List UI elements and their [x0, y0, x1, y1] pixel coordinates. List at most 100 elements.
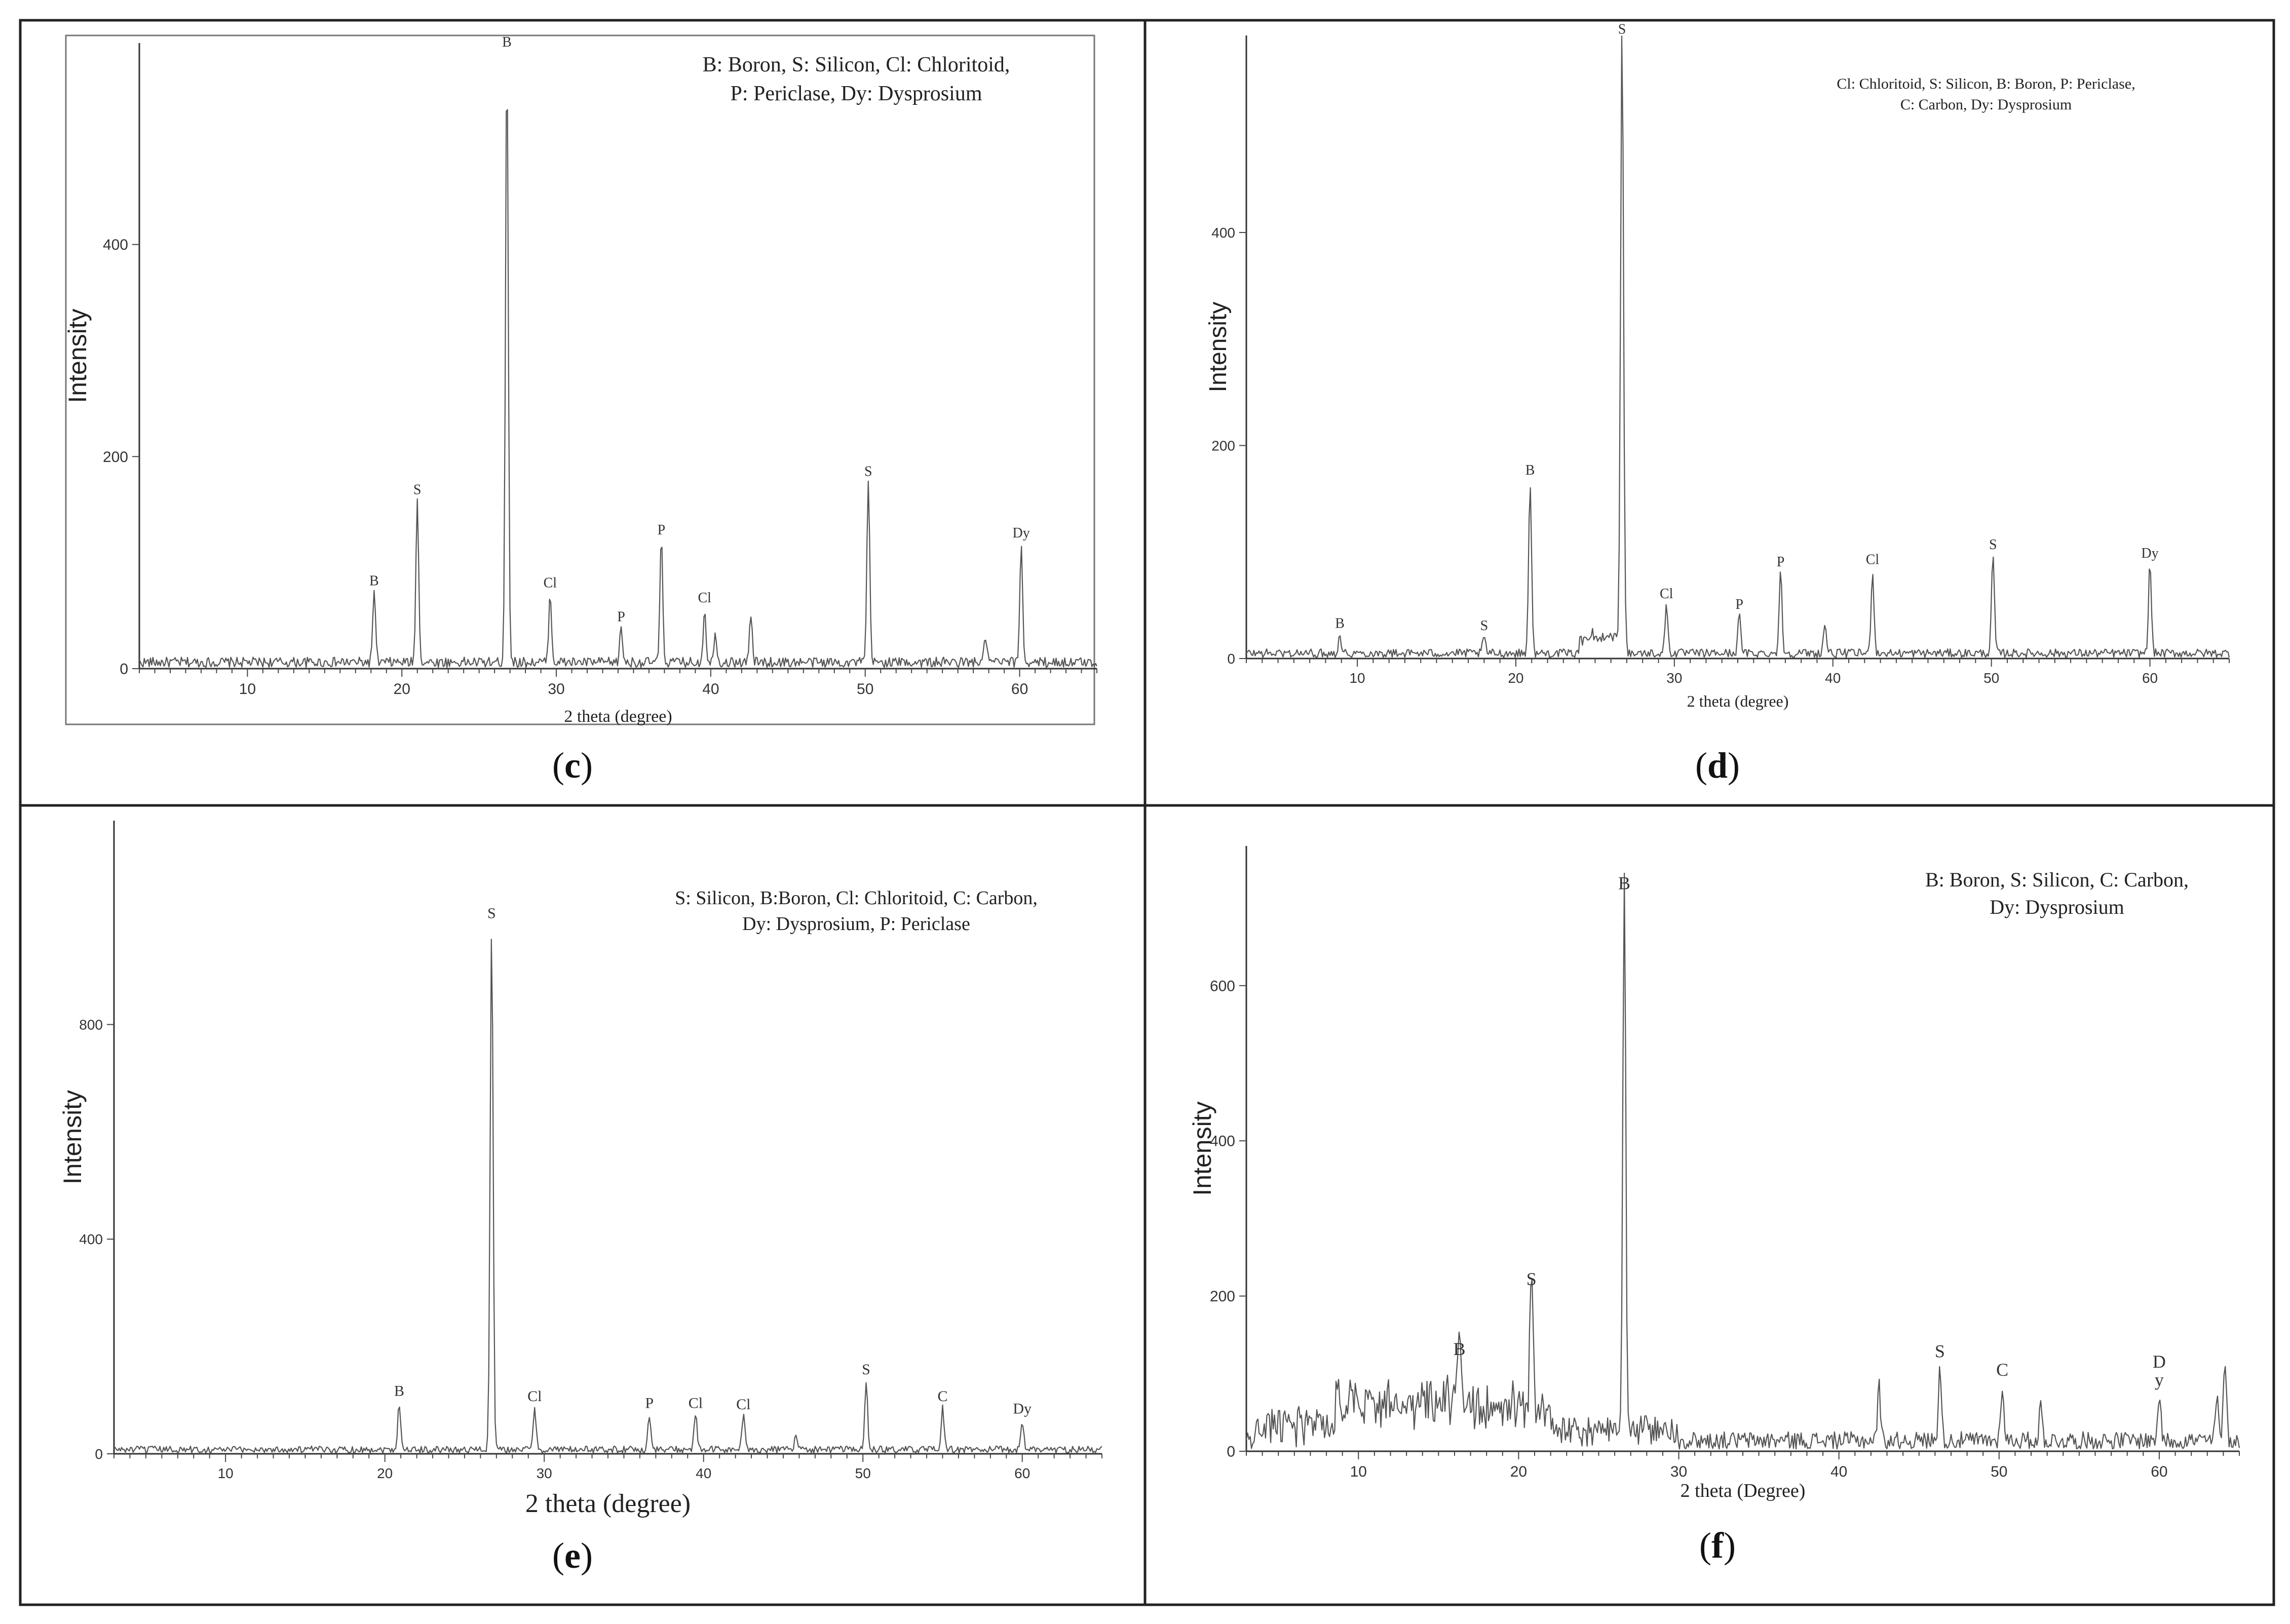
- panel-f: 10 20 30 40 50 60 0 200 400 600 2 theta (Degree) In…: [1145, 805, 2290, 1605]
- peak-label-c-1: S: [413, 482, 422, 497]
- x-tick-label-e: 50: [855, 1465, 871, 1481]
- peak-label-e-3: P: [645, 1395, 654, 1412]
- peak-label-f-4: S: [1935, 1341, 1945, 1361]
- peak-label-e-5: Cl: [736, 1396, 750, 1413]
- x-tick-label-c: 60: [1011, 681, 1028, 698]
- panel-c: 10 20 30 40 50 60 0 200 400 2 theta (degree) Inten…: [0, 0, 1145, 805]
- y-axis-label-e: Intensity: [58, 1090, 87, 1184]
- peak-label-e-8: C: [937, 1388, 947, 1405]
- legend-d: Cl: Chloritoid, S: Silicon, B: Boron, P:…: [1837, 75, 2135, 113]
- chart-d-svg: 10 20 30 40 50 60 0 200 400 2 theta (degree) Inten…: [1205, 22, 2230, 710]
- peak-label-c-6: Cl: [698, 590, 711, 606]
- outer-border: [19, 19, 2275, 1606]
- legend-c: B: Boron, S: Silicon, Cl: Chloritoid, P:…: [702, 53, 1010, 105]
- x-axis-label-f: 2 theta (Degree): [1681, 1480, 1806, 1501]
- x-tick-label-e: 60: [1014, 1465, 1030, 1481]
- x-tick-label-d: 60: [2142, 670, 2158, 686]
- peak-label-d-5: P: [1735, 597, 1743, 612]
- y-axis-label-c: Intensity: [63, 308, 92, 403]
- y-tick-label-f: 400: [1210, 1133, 1235, 1150]
- plot-frame-c: [65, 34, 1095, 725]
- x-tick-label-c: 40: [702, 681, 719, 698]
- chart-c-svg: 10 20 30 40 50 60 0 200 400 2 theta (degree) Inten…: [63, 34, 1097, 726]
- caption-c: (c): [552, 745, 593, 786]
- x-axis-label-d: 2 theta (degree): [1687, 692, 1789, 710]
- peak-label-e-1: S: [487, 905, 496, 922]
- x-tick-label-c: 30: [548, 681, 564, 698]
- peak-label-c-0: B: [369, 573, 379, 589]
- x-tick-label-d: 20: [1508, 670, 1523, 686]
- peak-label-f-2: B: [1618, 873, 1630, 894]
- peak-label-d-3: S: [1618, 22, 1626, 37]
- series-line-d: [1246, 35, 2230, 659]
- x-tick-label-d: 30: [1666, 670, 1682, 686]
- peak-label-d-4: Cl: [1660, 586, 1673, 602]
- peak-label-f-7: D: [2153, 1351, 2166, 1372]
- peak-label-f-0: B: [1453, 1339, 1465, 1359]
- caption-e-letter: e: [564, 1535, 581, 1576]
- peak-label-f-5: C: [1996, 1360, 2008, 1380]
- x-tick-label-d: 50: [1983, 670, 1999, 686]
- series-line-c: [139, 109, 1097, 668]
- x-tick-label-c: 10: [239, 681, 256, 698]
- caption-f: (f): [1699, 1525, 1736, 1566]
- series-line-f: [1245, 872, 2240, 1450]
- x-tick-label-d: 40: [1825, 670, 1841, 686]
- x-tick-label-e: 40: [696, 1465, 711, 1481]
- legend-f: B: Boron, S: Silicon, C: Carbon, Dy: Dys…: [1925, 868, 2189, 918]
- x-tick-label-d: 10: [1349, 670, 1365, 686]
- panel-e: 10 20 30 40 50 60 0 400 800 2 theta (degree) Inten…: [0, 805, 1145, 1605]
- peak-label-e-0: B: [394, 1382, 404, 1399]
- peak-label-d-8: Cl: [1866, 552, 1880, 568]
- x-tick-label-f: 30: [1670, 1463, 1687, 1480]
- peak-label-d-9: S: [1989, 537, 1997, 553]
- caption-e: (e): [552, 1535, 593, 1576]
- peak-label-d-0: B: [1335, 616, 1345, 632]
- legend-e: S: Silicon, B:Boron, Cl: Chloritoid, C: …: [675, 887, 1038, 935]
- y-tick-label-e: 400: [79, 1231, 103, 1247]
- peak-label-c-4: P: [617, 609, 625, 625]
- x-tick-label-f: 40: [1830, 1463, 1847, 1480]
- series-line-e: [113, 939, 1102, 1454]
- x-axis-label-e: 2 theta (degree): [525, 1489, 691, 1518]
- x-tick-label-f: 20: [1510, 1463, 1527, 1480]
- peak-label-e-4: Cl: [689, 1395, 703, 1412]
- y-tick-label-d: 400: [1211, 225, 1235, 241]
- panel-d: 10 20 30 40 50 60 0 200 400 2 theta (degree) Inten…: [1145, 0, 2290, 805]
- peak-label-c-3: Cl: [544, 575, 557, 591]
- peak-label-e-7: S: [862, 1361, 870, 1378]
- y-tick-label-e: 800: [79, 1017, 103, 1032]
- peak-label-e-9: Dy: [1013, 1400, 1032, 1417]
- y-tick-label-f: 0: [1227, 1444, 1235, 1460]
- y-tick-label-e: 0: [95, 1446, 103, 1462]
- x-axis-label-c: 2 theta (degree): [564, 707, 672, 726]
- caption-c-letter: c: [564, 745, 581, 786]
- peak-label-c-5: P: [658, 522, 666, 538]
- x-tick-label-f: 60: [2151, 1463, 2167, 1480]
- y-tick-label-c: 0: [120, 661, 128, 678]
- peak-label-e-2: Cl: [527, 1388, 542, 1405]
- x-tick-label-c: 20: [394, 681, 410, 698]
- x-tick-label-c: 50: [857, 681, 873, 698]
- x-tick-label-f: 50: [1991, 1463, 2007, 1480]
- y-axis-label-d: Intensity: [1205, 302, 1232, 393]
- caption-d: (d): [1695, 745, 1740, 786]
- y-tick-label-d: 0: [1227, 651, 1235, 667]
- x-tick-label-e: 30: [537, 1465, 552, 1481]
- y-tick-label-c: 400: [103, 237, 128, 253]
- caption-f-letter: f: [1711, 1525, 1724, 1566]
- peak-label-f-1: S: [1526, 1269, 1537, 1289]
- chart-e-svg: 10 20 30 40 50 60 0 400 800 2 theta (degree) Inten…: [58, 821, 1102, 1518]
- peak-label-c-11: Dy: [1013, 525, 1030, 541]
- y-tick-label-f: 200: [1210, 1288, 1235, 1305]
- peak-label-c-9: S: [864, 464, 872, 480]
- peak-label-d-2: B: [1525, 462, 1535, 478]
- y-tick-label-c: 200: [103, 449, 128, 466]
- y-tick-label-f: 600: [1210, 978, 1235, 994]
- x-tick-label-e: 20: [377, 1465, 393, 1481]
- peak-label-d-6: P: [1777, 554, 1785, 570]
- peak-label-d-10: Dy: [2141, 546, 2158, 561]
- y-axis-label-f: Intensity: [1188, 1101, 1216, 1195]
